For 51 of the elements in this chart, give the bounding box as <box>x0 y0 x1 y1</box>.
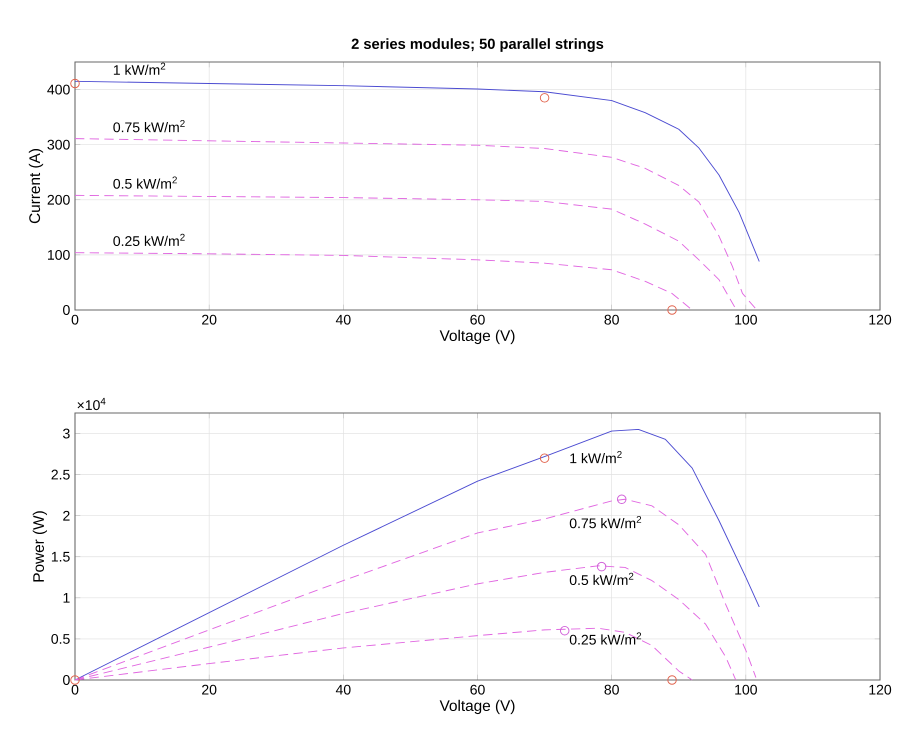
x-tick-label: 40 <box>336 314 351 325</box>
series-label: 0.25 kW/m$^{2}$ <box>570 632 642 645</box>
point <box>540 93 550 103</box>
series-label: 0.25 kW/m$^{2}$ <box>113 234 185 246</box>
x-axis-title: Voltage (V) <box>440 330 514 344</box>
point <box>540 453 550 463</box>
point <box>560 626 570 636</box>
x-tick-label: 120 <box>869 314 892 325</box>
x-tick-label: 100 <box>735 314 757 325</box>
y-axis-title: Power (W) <box>32 511 48 582</box>
y-tick-label: 300 <box>47 140 70 150</box>
y-tick-label: 2 <box>63 510 70 521</box>
y-tick-label: 0 <box>63 305 70 315</box>
line-series <box>74 80 760 262</box>
x-tick-label: 0 <box>72 684 78 695</box>
series-label: 1 kW/m$^{2}$ <box>114 62 166 75</box>
x-axis-title: Voltage (V) <box>440 700 514 714</box>
point <box>70 675 80 685</box>
y-tick-label: 1 <box>64 593 70 603</box>
y-tick-label: 3 <box>63 428 70 439</box>
chart-title: 2 series modules; 50 parallel strings <box>352 38 604 52</box>
x-tick-label: 0 <box>72 314 78 325</box>
x-tick-label: 20 <box>202 314 216 325</box>
y-tick-label: 200 <box>48 194 70 205</box>
series-label: 0.5 kW/m$^{2}$ <box>113 176 177 189</box>
y-tick-label: 100 <box>48 250 70 260</box>
text: ×10$^{4}$ <box>78 398 106 410</box>
y-tick-label: 0 <box>63 675 70 685</box>
y-tick-label: 1.5 <box>52 552 70 562</box>
point <box>667 305 677 315</box>
line-series <box>74 252 693 310</box>
point <box>596 562 606 572</box>
x-tick-label: 60 <box>470 684 485 695</box>
x-tick-label: 20 <box>202 684 216 695</box>
point <box>667 675 677 685</box>
y-tick-label: 2.5 <box>52 470 70 480</box>
y-tick-label: 400 <box>47 84 70 95</box>
series-label: 0.75 kW/m$^{2}$ <box>113 120 185 132</box>
x-tick-label: 80 <box>604 684 619 695</box>
series-label: 0.5 kW/m$^{2}$ <box>570 572 634 586</box>
point <box>70 78 80 88</box>
point <box>616 494 626 504</box>
y-tick-label: 0.5 <box>51 634 70 644</box>
x-tick-label: 40 <box>336 684 351 695</box>
x-tick-label: 120 <box>869 684 892 695</box>
x-tick-label: 80 <box>604 314 619 325</box>
series-label: 0.75 kW/m$^{2}$ <box>570 516 642 528</box>
x-tick-label: 100 <box>735 684 757 695</box>
x-tick-label: 60 <box>470 314 485 325</box>
series-label: 1 kW/m$^{2}$ <box>570 450 622 464</box>
y-axis-title: Current (A) <box>28 149 44 224</box>
